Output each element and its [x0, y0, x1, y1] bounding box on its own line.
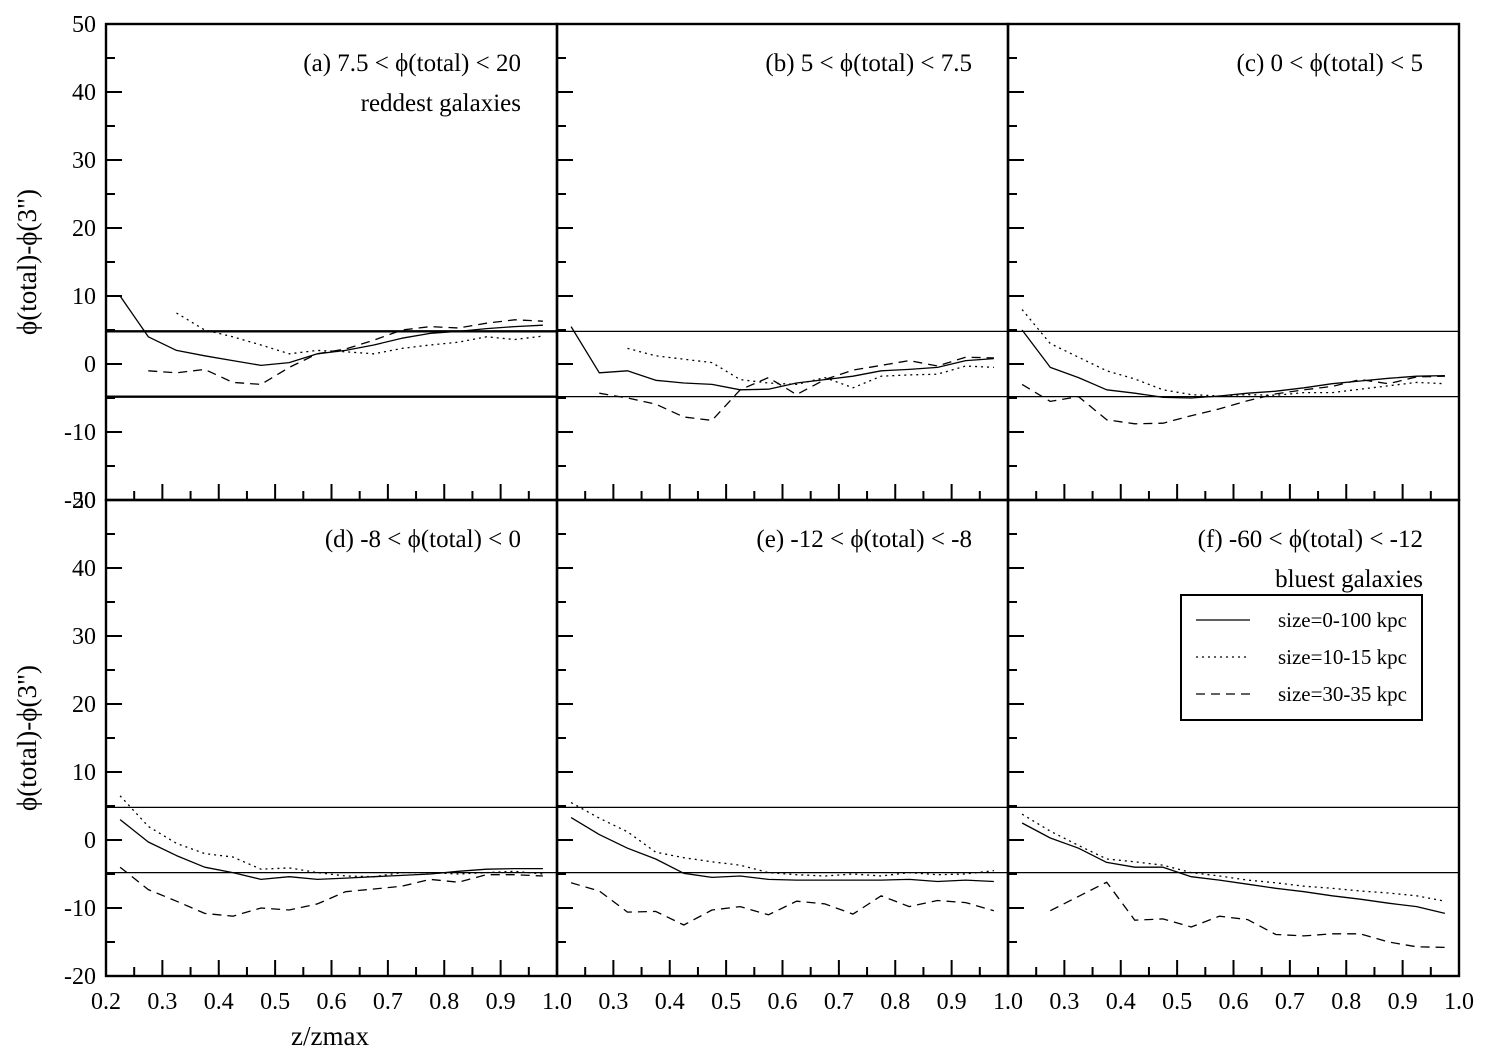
series-line-dashed — [570, 882, 995, 926]
x-tick-label: 0.4 — [204, 989, 234, 1015]
x-tick-label: 0.6 — [1219, 989, 1249, 1015]
series-line-solid — [570, 326, 994, 391]
y-tick-label: 10 — [72, 284, 96, 310]
x-tick-label: 1.0 — [1444, 989, 1474, 1015]
panel-frame — [1006, 22, 1461, 502]
panel-e: (e) -12 < ϕ(total) < -8 — [555, 498, 1010, 978]
panel-f: (f) -60 < ϕ(total) < -12 bluest galaxies — [1006, 498, 1461, 978]
panel-sublabel: bluest galaxies — [1275, 566, 1423, 593]
x-tick-label: 0.3 — [1049, 989, 1079, 1015]
series-line-solid — [119, 819, 543, 881]
y-tick-label: -20 — [64, 964, 96, 990]
x-tick-label: 0.5 — [1162, 989, 1192, 1015]
x-tick-label: 0.8 — [429, 989, 459, 1015]
y-tick-label: 20 — [72, 216, 96, 242]
panel-frame — [1006, 498, 1461, 978]
panel-label: (a) 7.5 < ϕ(total) < 20 — [303, 50, 521, 77]
series-line-dashed — [1021, 375, 1445, 425]
y-tick-label: -10 — [64, 896, 96, 922]
x-tick-label: 1.0 — [993, 989, 1023, 1015]
x-tick-label: 0.7 — [1275, 989, 1305, 1015]
x-tick-label: 0.5 — [711, 989, 741, 1015]
x-tick-label: 0.3 — [147, 989, 177, 1015]
series-line-solid — [1021, 822, 1446, 915]
y-tick-label: 40 — [72, 556, 96, 582]
series-line-dotted — [1021, 813, 1446, 902]
x-tick-label: 0.5 — [260, 989, 290, 1015]
x-tick-label: 0.7 — [824, 989, 854, 1015]
series-line-dashed — [148, 319, 543, 386]
series-line-dashed — [119, 866, 543, 917]
legend-label: size=30-35 kpc — [1278, 682, 1407, 706]
y-tick-label: 50 — [72, 12, 96, 38]
series-line-dashed — [1050, 881, 1445, 949]
x-tick-label: 0.4 — [655, 989, 685, 1015]
series-line-solid — [1021, 329, 1445, 399]
series-line-dotted — [1021, 309, 1445, 397]
panel-label: (c) 0 < ϕ(total) < 5 — [1237, 50, 1423, 77]
x-axis-title: z/zmax — [291, 1021, 369, 1051]
panel-b: (b) 5 < ϕ(total) < 7.5 — [555, 22, 1010, 502]
series-line-dotted — [119, 795, 543, 878]
x-tick-label: 0.4 — [1106, 989, 1136, 1015]
panel-label: (f) -60 < ϕ(total) < -12 — [1198, 526, 1423, 553]
panel-d: (d) -8 < ϕ(total) < 0 — [104, 498, 559, 978]
series-line-dotted — [176, 312, 543, 355]
panel-label: (b) 5 < ϕ(total) < 7.5 — [765, 50, 972, 77]
series-line-solid — [119, 295, 543, 367]
x-tick-label: 0.8 — [1331, 989, 1361, 1015]
x-tick-label: 0.3 — [598, 989, 628, 1015]
x-tick-labels: 0.2 0.3 0.4 0.5 0.6 0.7 0.8 0.9 1.0 0.3 0.4 0.5 0.6 0… — [91, 989, 1474, 1015]
y-tick-label: 50 — [72, 488, 96, 514]
x-tick-label: 0.9 — [937, 989, 967, 1015]
y-tick-label: 10 — [72, 760, 96, 786]
x-tick-label: 1.0 — [542, 989, 572, 1015]
panel-frame — [555, 22, 1010, 502]
panel-sublabel: reddest galaxies — [361, 90, 521, 117]
y-tick-label: 20 — [72, 692, 96, 718]
series-line-dotted — [570, 802, 994, 877]
x-tick-label: 0.7 — [373, 989, 403, 1015]
x-tick-label: 0.2 — [91, 989, 121, 1015]
y-tick-label: 30 — [72, 148, 96, 174]
panel-frame — [555, 498, 1010, 978]
x-tick-label: 0.9 — [486, 989, 516, 1015]
x-tick-label: 0.6 — [317, 989, 347, 1015]
panel-frame — [104, 498, 559, 978]
legend: size=0-100 kpc size=10-15 kpc size=30-35 k… — [1180, 594, 1423, 721]
legend-label: size=10-15 kpc — [1278, 645, 1407, 669]
y-tick-label: 40 — [72, 80, 96, 106]
x-tick-label: 0.8 — [880, 989, 910, 1015]
y-axis-title-bottom: ϕ(total)-ϕ(3") — [12, 665, 42, 811]
series-line-solid — [570, 817, 994, 883]
panel-c: (c) 0 < ϕ(total) < 5 — [1006, 22, 1461, 502]
y-tick-label: -10 — [64, 420, 96, 446]
panel-label: (e) -12 < ϕ(total) < -8 — [756, 526, 972, 553]
legend-label: size=0-100 kpc — [1278, 608, 1407, 632]
y-tick-label: 0 — [84, 352, 96, 378]
panel-label: (d) -8 < ϕ(total) < 0 — [325, 526, 521, 553]
series-line-dashed — [599, 356, 994, 422]
x-tick-label: 0.9 — [1388, 989, 1418, 1015]
y-tick-label: 0 — [84, 828, 96, 854]
y-tick-label: -20 — [64, 488, 96, 514]
y-tick-label: 30 — [72, 624, 96, 650]
x-tick-label: 0.6 — [768, 989, 798, 1015]
panel-a: (a) 7.5 < ϕ(total) < 20 reddest galaxies — [104, 22, 559, 502]
y-axis-title-top: ϕ(total)-ϕ(3") — [12, 189, 42, 335]
